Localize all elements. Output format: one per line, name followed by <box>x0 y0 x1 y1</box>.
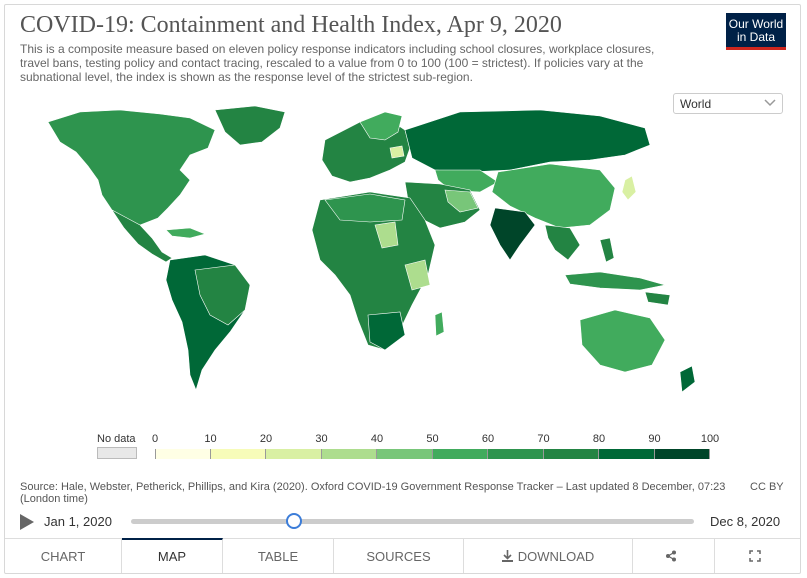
legend-tick-label: 50 <box>426 433 439 445</box>
tab-share[interactable] <box>633 539 715 573</box>
tab-download[interactable]: DOWNLOAD <box>464 539 633 573</box>
legend-color-bin[interactable] <box>654 449 710 459</box>
legend-tick-label: 40 <box>370 433 384 445</box>
legend-color-bin[interactable] <box>599 449 655 459</box>
legend-color-bin[interactable] <box>155 449 211 459</box>
source-note[interactable]: Source: Hale, Webster, Petherick, Philli… <box>20 481 726 505</box>
tab-table[interactable]: TABLE <box>223 539 334 573</box>
world-map[interactable] <box>40 100 720 420</box>
region-select[interactable]: World <box>673 93 783 114</box>
map-india[interactable] <box>489 207 536 261</box>
legend-tick-label: 60 <box>481 433 495 445</box>
tab-sources[interactable]: SOURCES <box>334 539 464 573</box>
tab-label: DOWNLOAD <box>517 548 595 564</box>
legend-color-bin[interactable] <box>266 449 322 459</box>
map-north-america[interactable] <box>47 109 216 226</box>
legend-nodata-label: No data <box>97 433 136 445</box>
chart-frame <box>4 4 801 574</box>
logo-line-1: Our World <box>728 17 784 31</box>
map-russia[interactable] <box>404 109 651 173</box>
legend-tick-label: 30 <box>315 433 328 445</box>
map-mexico-central-america[interactable] <box>111 209 173 263</box>
legend-color-bin[interactable] <box>488 449 544 459</box>
expand-icon <box>749 550 761 562</box>
map-chad-region[interactable] <box>374 221 399 249</box>
tab-label: MAP <box>157 549 187 564</box>
legend-tick-label: 100 <box>700 433 720 445</box>
legend-color-bin[interactable] <box>432 449 488 459</box>
download-icon <box>501 550 513 562</box>
map-scandinavia[interactable] <box>359 111 403 141</box>
tab-label: SOURCES <box>366 548 431 564</box>
legend-tick-label: 90 <box>648 433 661 445</box>
timeline-track[interactable] <box>131 519 694 524</box>
map-philippines[interactable] <box>599 237 615 263</box>
map-greenland[interactable] <box>214 105 286 146</box>
legend-nodata-swatch <box>97 447 137 459</box>
map-new-zealand[interactable] <box>679 365 696 393</box>
chart-subtitle: This is a composite measure based on ele… <box>20 42 655 84</box>
timeline-handle[interactable] <box>286 513 303 529</box>
map-iran[interactable] <box>444 189 479 213</box>
tab-expand[interactable] <box>715 539 800 573</box>
map-belarus[interactable] <box>389 145 405 159</box>
license-label[interactable]: CC BY <box>750 481 784 493</box>
map-east-africa[interactable] <box>404 259 431 291</box>
legend-tick-label: 10 <box>204 433 217 445</box>
tab-chart[interactable]: CHART <box>5 539 122 573</box>
timeline-start-label[interactable]: Jan 1, 2020 <box>44 514 112 529</box>
map-indonesia[interactable] <box>564 271 666 291</box>
legend-tick-label: 20 <box>259 433 273 445</box>
chevron-down-icon <box>764 99 776 107</box>
legend-tick-label: 0 <box>151 433 159 445</box>
play-icon[interactable] <box>20 514 34 530</box>
tab-map[interactable]: MAP <box>122 538 223 573</box>
tab-label: TABLE <box>257 548 299 564</box>
logo-line-2: in Data <box>736 30 776 44</box>
legend-tick-label: 70 <box>537 433 550 445</box>
map-southern-africa[interactable] <box>367 311 406 351</box>
map-caribbean[interactable] <box>165 227 206 239</box>
legend-color-bin[interactable] <box>210 449 266 459</box>
map-australia[interactable] <box>579 309 666 373</box>
legend-color-bin[interactable] <box>377 449 433 459</box>
region-select-value: World <box>680 97 712 111</box>
chart-title: COVID-19: Containment and Health Index, … <box>20 12 562 38</box>
map-madagascar[interactable] <box>434 311 445 337</box>
legend-tick-label: 80 <box>592 433 606 445</box>
tab-bar: CHART MAP TABLE SOURCES DOWNLOAD <box>5 538 800 573</box>
share-icon <box>666 550 676 562</box>
legend-color-bin[interactable] <box>543 449 599 459</box>
map-north-africa[interactable] <box>324 193 406 223</box>
tab-label: CHART <box>40 548 86 564</box>
map-papua[interactable] <box>644 291 671 306</box>
map-southeast-asia[interactable] <box>544 224 581 261</box>
map-brazil[interactable] <box>194 264 251 326</box>
map-japan[interactable] <box>621 175 637 201</box>
timeline-end-label[interactable]: Dec 8, 2020 <box>710 514 781 529</box>
owid-logo[interactable]: Our World in Data <box>726 13 786 50</box>
legend-color-bin[interactable] <box>321 449 377 459</box>
